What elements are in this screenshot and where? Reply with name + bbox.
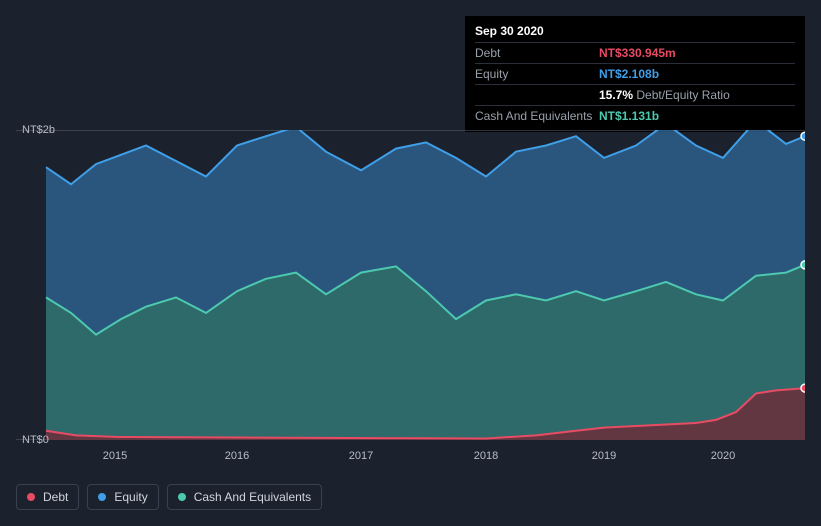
tooltip-ratio: 15.7% Debt/Equity Ratio — [599, 88, 730, 102]
tooltip-row-debt: Debt NT$330.945m — [475, 42, 795, 63]
legend-swatch — [178, 493, 186, 501]
legend-label: Equity — [114, 490, 147, 504]
legend-item-equity[interactable]: Equity — [87, 484, 158, 510]
y-tick-label: NT$0 — [22, 434, 49, 446]
chart-legend: Debt Equity Cash And Equivalents — [16, 484, 322, 510]
tooltip-value: NT$2.108b — [599, 67, 659, 81]
x-tick-label: 2020 — [711, 450, 735, 462]
legend-item-cash[interactable]: Cash And Equivalents — [167, 484, 322, 510]
legend-swatch — [27, 493, 35, 501]
chart-svg — [16, 130, 805, 440]
legend-label: Cash And Equivalents — [194, 490, 311, 504]
tooltip-row-equity: Equity NT$2.108b — [475, 63, 795, 84]
tooltip-value: NT$330.945m — [599, 46, 676, 60]
tooltip-row-ratio: 15.7% Debt/Equity Ratio — [475, 84, 795, 105]
x-tick-label: 2018 — [474, 450, 498, 462]
tooltip-date: Sep 30 2020 — [475, 22, 795, 42]
tooltip-label: Debt — [475, 46, 599, 60]
chart-container: Sep 30 2020 Debt NT$330.945m Equity NT$2… — [0, 0, 821, 526]
x-axis-labels: 2015 2016 2017 2018 2019 2020 — [16, 450, 805, 470]
x-tick-label: 2019 — [592, 450, 616, 462]
legend-item-debt[interactable]: Debt — [16, 484, 79, 510]
chart-tooltip: Sep 30 2020 Debt NT$330.945m Equity NT$2… — [465, 16, 805, 132]
plot-area[interactable] — [16, 130, 805, 440]
x-tick-label: 2015 — [103, 450, 127, 462]
chart-area: NT$0 NT$2b 2015 2016 2017 2018 2019 2020 — [16, 118, 805, 476]
legend-swatch — [98, 493, 106, 501]
tooltip-label: Equity — [475, 67, 599, 81]
x-tick-label: 2017 — [349, 450, 373, 462]
tooltip-ratio-label: Debt/Equity Ratio — [636, 88, 729, 102]
legend-label: Debt — [43, 490, 68, 504]
y-tick-label: NT$2b — [22, 124, 55, 136]
x-tick-label: 2016 — [225, 450, 249, 462]
tooltip-label — [475, 88, 599, 102]
tooltip-ratio-pct: 15.7% — [599, 88, 633, 102]
